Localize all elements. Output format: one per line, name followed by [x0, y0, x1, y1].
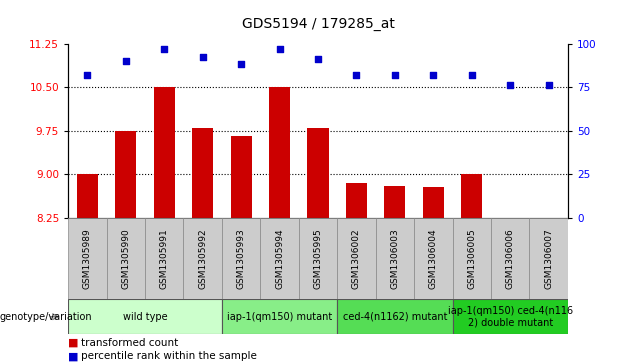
Bar	[154, 87, 175, 218]
Text: ■: ■	[68, 338, 79, 348]
Bar	[106, 218, 145, 299]
Bar	[269, 87, 290, 218]
Bar	[307, 128, 329, 218]
Bar	[260, 218, 299, 299]
Point	[544, 82, 554, 88]
Bar	[337, 218, 376, 299]
Bar	[530, 218, 568, 299]
Bar	[115, 131, 136, 218]
Bar	[346, 183, 367, 218]
Point	[236, 62, 246, 68]
Text: transformed count: transformed count	[81, 338, 178, 348]
Bar	[299, 218, 337, 299]
Bar	[414, 218, 453, 299]
Text: GSM1305995: GSM1305995	[314, 228, 322, 289]
Bar	[222, 299, 337, 334]
Text: percentile rank within the sample: percentile rank within the sample	[81, 351, 257, 362]
Point	[121, 58, 131, 64]
Text: iap-1(qm150) ced-4(n116
2) double mutant: iap-1(qm150) ced-4(n116 2) double mutant	[448, 306, 573, 327]
Text: wild type: wild type	[123, 312, 167, 322]
Bar	[77, 174, 98, 218]
Bar	[453, 299, 568, 334]
Point	[198, 54, 208, 60]
Bar	[222, 218, 260, 299]
Point	[275, 46, 285, 52]
Text: iap-1(qm150) mutant: iap-1(qm150) mutant	[227, 312, 332, 322]
Text: GSM1305994: GSM1305994	[275, 228, 284, 289]
Bar	[453, 218, 491, 299]
Point	[428, 72, 438, 78]
Bar	[384, 186, 406, 218]
Text: genotype/variation: genotype/variation	[0, 312, 93, 322]
Text: GSM1306007: GSM1306007	[544, 228, 553, 289]
Bar	[423, 187, 444, 218]
Bar	[491, 218, 530, 299]
Text: GSM1306004: GSM1306004	[429, 228, 438, 289]
Text: GSM1306002: GSM1306002	[352, 228, 361, 289]
Bar	[337, 299, 453, 334]
Bar	[68, 299, 222, 334]
Text: GSM1305992: GSM1305992	[198, 228, 207, 289]
Text: ced-4(n1162) mutant: ced-4(n1162) mutant	[343, 312, 447, 322]
Bar	[192, 128, 213, 218]
Bar	[68, 218, 106, 299]
Point	[82, 72, 92, 78]
Bar	[376, 218, 414, 299]
Point	[390, 72, 400, 78]
Text: GSM1306006: GSM1306006	[506, 228, 515, 289]
Text: GSM1305993: GSM1305993	[237, 228, 245, 289]
Text: GSM1306005: GSM1306005	[467, 228, 476, 289]
Point	[159, 46, 169, 52]
Text: ■: ■	[68, 351, 79, 362]
Text: GSM1305989: GSM1305989	[83, 228, 92, 289]
Bar	[230, 136, 252, 218]
Point	[505, 82, 515, 88]
Point	[351, 72, 361, 78]
Bar	[145, 218, 183, 299]
Point	[313, 56, 323, 62]
Text: GSM1305990: GSM1305990	[121, 228, 130, 289]
Point	[467, 72, 477, 78]
Text: GSM1305991: GSM1305991	[160, 228, 169, 289]
Text: GDS5194 / 179285_at: GDS5194 / 179285_at	[242, 17, 394, 30]
Bar	[461, 174, 482, 218]
Bar	[183, 218, 222, 299]
Text: GSM1306003: GSM1306003	[391, 228, 399, 289]
